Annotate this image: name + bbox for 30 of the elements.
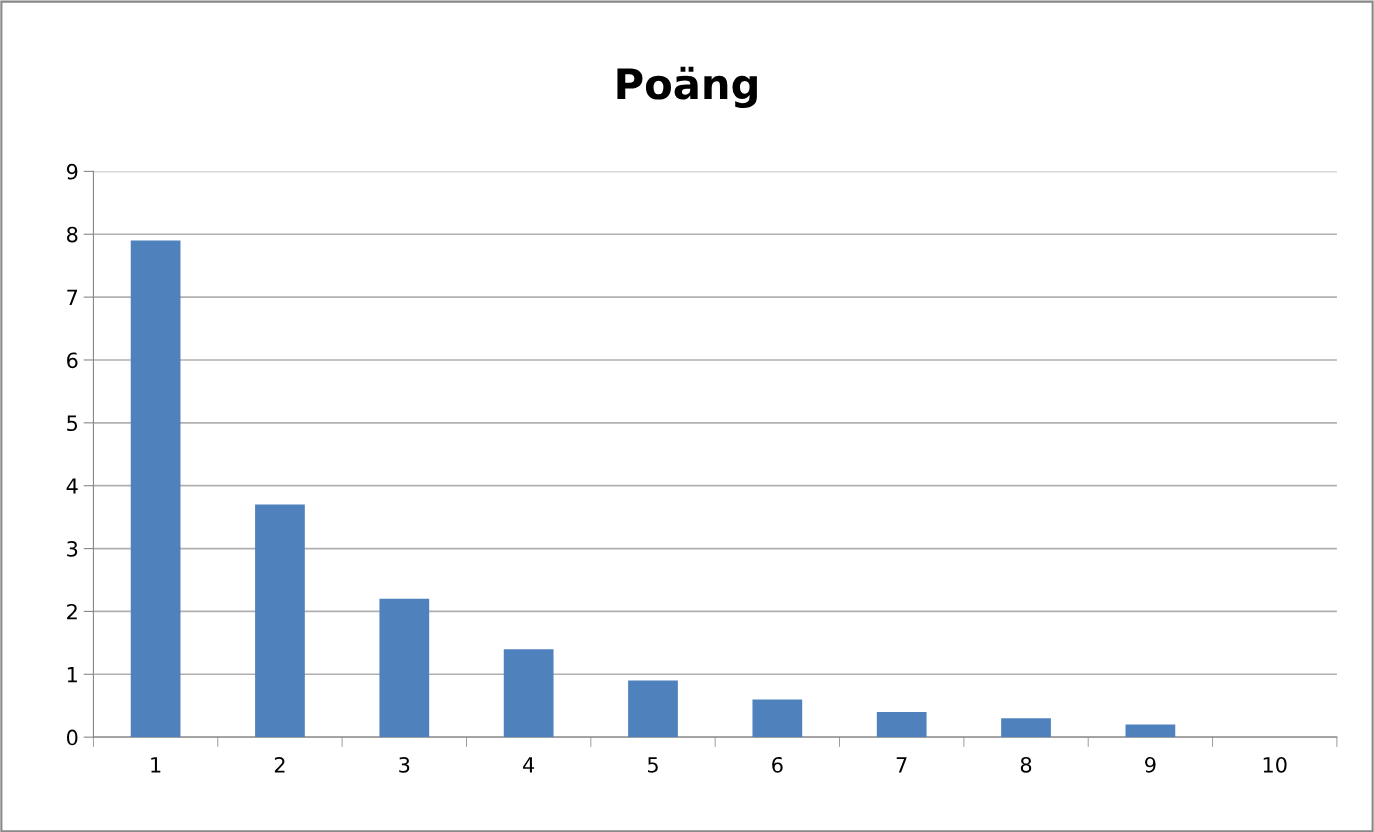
bar: [130, 240, 181, 738]
y-tick-label: 2: [67, 603, 77, 620]
x-tick-label: 10: [1263, 756, 1287, 773]
bar: [503, 649, 554, 738]
y-tick-label: 9: [66, 163, 78, 180]
x-tick-label: 4: [523, 757, 535, 773]
y-tick-label: 3: [67, 541, 78, 557]
bar: [628, 680, 678, 738]
bar: [1125, 724, 1176, 738]
bar: [876, 712, 927, 738]
x-tick-label: 8: [1020, 756, 1032, 773]
y-tick-label: 5: [67, 415, 78, 432]
x-tick-label: 2: [274, 756, 285, 773]
bar: [1001, 718, 1051, 738]
y-tick-label: 7: [67, 289, 78, 306]
x-tick-label: 3: [399, 756, 410, 773]
x-tick-label: 9: [1145, 756, 1156, 773]
x-tick-label: 7: [896, 757, 907, 773]
y-tick-label: 8: [67, 226, 78, 243]
bar: [255, 504, 305, 738]
x-tick-label: 5: [647, 757, 658, 773]
y-tick-label: 4: [66, 478, 78, 494]
bar: [379, 598, 430, 738]
x-tick-label: 1: [151, 757, 161, 773]
y-tick-label: 1: [67, 667, 77, 683]
chart-title: Poäng: [617, 66, 757, 108]
y-tick-label: 0: [66, 729, 78, 746]
y-tick-label: 6: [67, 352, 78, 369]
x-tick-label: 6: [772, 756, 783, 773]
bar: [752, 699, 803, 738]
